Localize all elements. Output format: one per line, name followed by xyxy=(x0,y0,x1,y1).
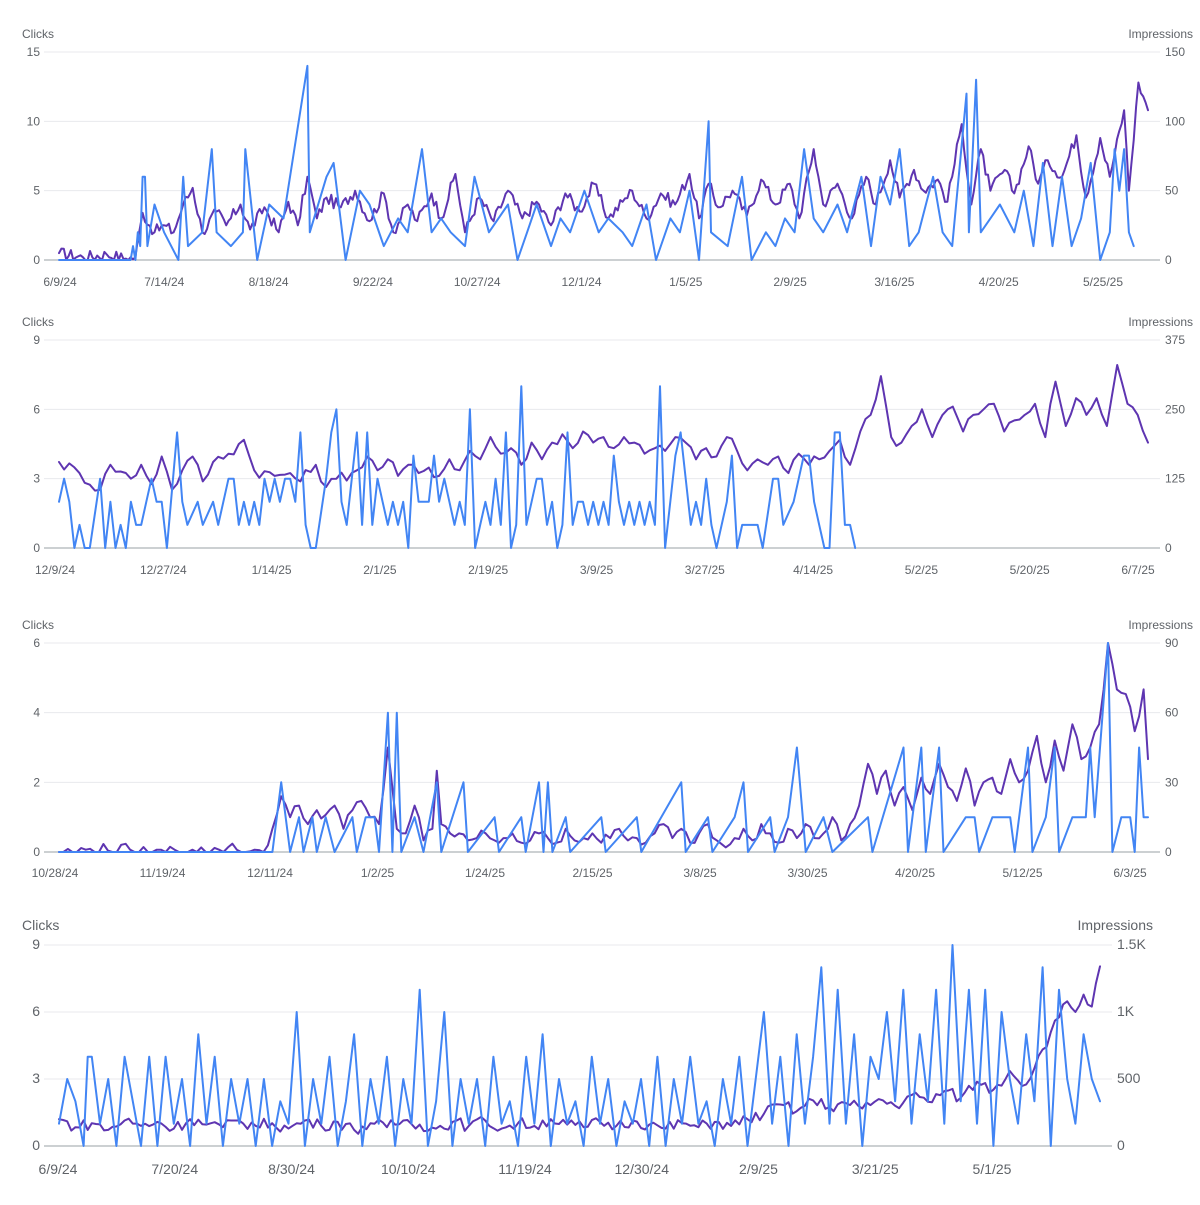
clicks-series-line xyxy=(58,642,1149,853)
left-axis-tick-label: 6 xyxy=(33,402,40,416)
left-axis-tick-label: 0 xyxy=(32,1137,40,1153)
x-axis-tick-label: 12/30/24 xyxy=(615,1161,670,1177)
x-axis-tick-label: 3/9/25 xyxy=(580,563,614,577)
right-axis-tick-label: 0 xyxy=(1117,1137,1125,1153)
left-axis-tick-label: 15 xyxy=(27,45,41,59)
left-axis-tick-label: 6 xyxy=(32,1003,40,1019)
right-axis-tick-label: 125 xyxy=(1165,472,1185,486)
x-axis-tick-label: 8/30/24 xyxy=(268,1161,315,1177)
x-axis-tick-label: 6/7/25 xyxy=(1121,563,1155,577)
x-axis-tick-label: 1/24/25 xyxy=(465,866,505,880)
x-axis-tick-label: 10/27/24 xyxy=(454,275,501,289)
left-axis-tick-label: 10 xyxy=(27,114,41,128)
right-axis-tick-label: 0 xyxy=(1165,845,1172,859)
x-axis-tick-label: 3/30/25 xyxy=(787,866,827,880)
x-axis-tick-label: 4/14/25 xyxy=(793,563,833,577)
chart-4: 0 0 3 500 6 1K 9 1.5K Clicks Impressions 6/9/24 7/2… xyxy=(22,917,1153,1177)
right-axis-tick-label: 100 xyxy=(1165,114,1185,128)
right-axis-tick-label: 0 xyxy=(1165,253,1172,267)
left-axis-tick-label: 6 xyxy=(33,636,40,650)
x-axis-tick-label: 6/9/24 xyxy=(39,1161,78,1177)
right-axis-tick-label: 1K xyxy=(1117,1003,1135,1019)
left-axis-tick-label: 2 xyxy=(33,775,40,789)
right-axis-title: Impressions xyxy=(1128,315,1193,329)
x-axis-tick-label: 12/11/24 xyxy=(247,866,293,880)
x-axis-tick-label: 5/25/25 xyxy=(1083,275,1123,289)
x-axis-tick-label: 2/19/25 xyxy=(468,563,508,577)
x-axis-tick-label: 3/21/25 xyxy=(852,1161,899,1177)
right-axis-tick-label: 60 xyxy=(1165,706,1179,720)
x-axis-tick-label: 3/16/25 xyxy=(874,275,914,289)
impressions-series-line xyxy=(58,642,1149,853)
x-axis-tick-label: 12/1/24 xyxy=(561,275,601,289)
clicks-series-line xyxy=(58,385,857,549)
right-axis-tick-label: 375 xyxy=(1165,333,1185,347)
left-axis-tick-label: 9 xyxy=(32,936,40,952)
left-axis-title: Clicks xyxy=(22,618,54,632)
x-axis-tick-label: 12/27/24 xyxy=(140,563,187,577)
right-axis-tick-label: 30 xyxy=(1165,775,1179,789)
x-axis-tick-label: 3/27/25 xyxy=(685,563,725,577)
x-axis-tick-label: 2/9/25 xyxy=(773,275,807,289)
x-axis-tick-label: 2/15/25 xyxy=(572,866,612,880)
x-axis-tick-label: 1/14/25 xyxy=(252,563,292,577)
chart-2: 0 0 3 125 6 250 9 375 Clicks Impressions 12/9/24 12… xyxy=(22,315,1193,577)
x-axis-tick-label: 4/20/25 xyxy=(979,275,1019,289)
impressions-series-line xyxy=(58,364,1149,492)
x-axis-tick-label: 7/20/24 xyxy=(151,1161,198,1177)
left-axis-title: Clicks xyxy=(22,917,59,933)
x-axis-tick-label: 2/1/25 xyxy=(363,563,397,577)
right-axis-title: Impressions xyxy=(1078,917,1153,933)
x-axis-tick-label: 10/10/24 xyxy=(381,1161,436,1177)
x-axis-tick-label: 8/18/24 xyxy=(249,275,289,289)
left-axis-tick-label: 3 xyxy=(32,1070,40,1086)
right-axis-title: Impressions xyxy=(1128,27,1193,41)
clicks-series-line xyxy=(58,944,1101,1147)
right-axis-tick-label: 90 xyxy=(1165,636,1179,650)
x-axis-tick-label: 11/19/24 xyxy=(140,866,186,880)
x-axis-tick-label: 9/22/24 xyxy=(353,275,393,289)
right-axis-tick-label: 250 xyxy=(1165,402,1185,416)
x-axis-tick-label: 12/9/24 xyxy=(35,563,75,577)
left-axis-title: Clicks xyxy=(22,27,54,41)
x-axis-tick-label: 7/14/24 xyxy=(144,275,184,289)
x-axis-tick-label: 5/1/25 xyxy=(973,1161,1012,1177)
chart-3: 0 0 2 30 4 60 6 90 Clicks Impressions 10/28/24 11/1… xyxy=(22,618,1193,880)
left-axis-tick-label: 4 xyxy=(33,706,40,720)
right-axis-tick-label: 1.5K xyxy=(1117,936,1146,952)
right-axis-title: Impressions xyxy=(1128,618,1193,632)
right-axis-tick-label: 150 xyxy=(1165,45,1185,59)
x-axis-tick-label: 11/19/24 xyxy=(498,1161,552,1177)
x-axis-tick-label: 5/2/25 xyxy=(905,563,939,577)
x-axis-tick-label: 4/20/25 xyxy=(895,866,935,880)
clicks-series-line xyxy=(58,64,1135,261)
left-axis-tick-label: 0 xyxy=(33,845,40,859)
x-axis-tick-label: 10/28/24 xyxy=(32,866,79,880)
x-axis-tick-label: 2/9/25 xyxy=(739,1161,778,1177)
right-axis-tick-label: 500 xyxy=(1117,1070,1141,1086)
left-axis-tick-label: 9 xyxy=(33,333,40,347)
impressions-series-line xyxy=(58,81,1149,261)
chart-1: 0 0 5 50 10 100 15 150 Clicks Impressions 6/9/24 7/… xyxy=(22,27,1193,289)
right-axis-tick-label: 0 xyxy=(1165,541,1172,555)
x-axis-tick-label: 6/9/24 xyxy=(43,275,77,289)
left-axis-title: Clicks xyxy=(22,315,54,329)
x-axis-tick-label: 5/12/25 xyxy=(1002,866,1042,880)
x-axis-tick-label: 6/3/25 xyxy=(1113,866,1147,880)
left-axis-tick-label: 0 xyxy=(33,253,40,267)
x-axis-tick-label: 1/5/25 xyxy=(669,275,703,289)
x-axis-tick-label: 3/8/25 xyxy=(683,866,717,880)
left-axis-tick-label: 5 xyxy=(33,184,40,198)
x-axis-tick-label: 5/20/25 xyxy=(1010,563,1050,577)
x-axis-tick-label: 1/2/25 xyxy=(361,866,395,880)
right-axis-tick-label: 50 xyxy=(1165,184,1179,198)
left-axis-tick-label: 3 xyxy=(33,472,40,486)
left-axis-tick-label: 0 xyxy=(33,541,40,555)
